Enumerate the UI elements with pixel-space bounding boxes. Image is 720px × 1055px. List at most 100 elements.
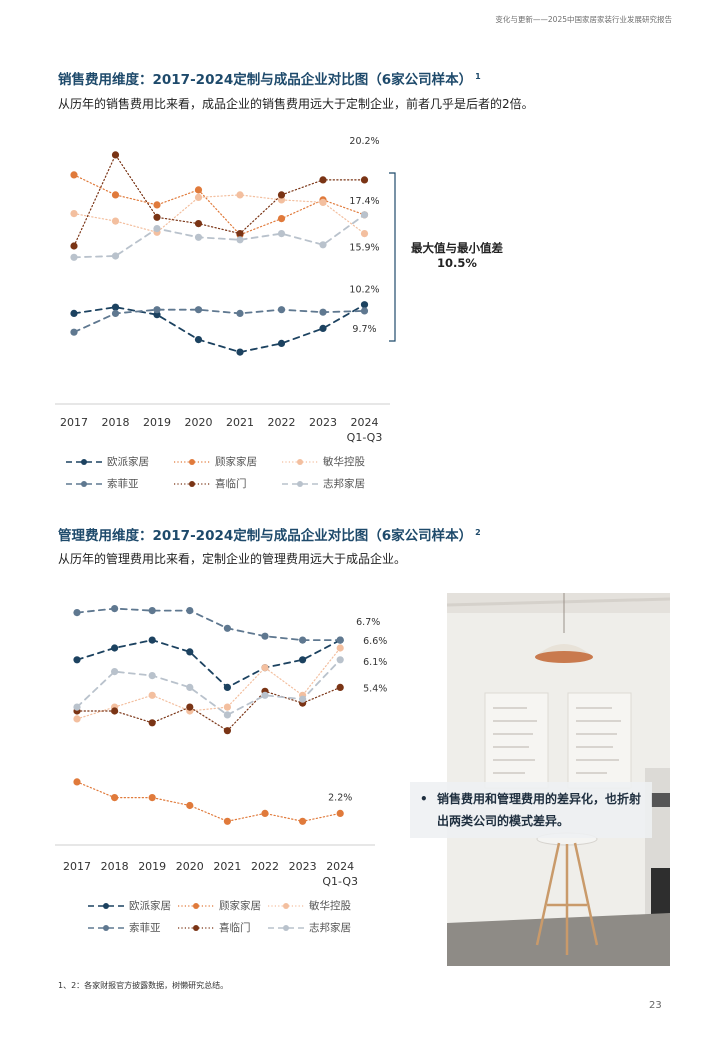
series-4-point-2022 (261, 632, 269, 640)
section2-footnote-mark: 2 (475, 528, 481, 537)
section2-title: 管理费用维度：2017-2024定制与成品企业对比图（6家公司样本） 2 (58, 524, 481, 544)
series-6-point-2020 (186, 683, 194, 691)
series-2-point-2020 (186, 801, 194, 810)
section1-footnote-mark: 1 (475, 72, 481, 81)
series-3-point-2021 (236, 191, 244, 199)
legend-label: 顾家家居 (215, 456, 257, 468)
x-tick-label: 2017 (63, 860, 91, 873)
x-tick-label: 2018 (102, 416, 130, 429)
section1-description: 从历年的销售费用比来看，成品企业的销售费用远大于定制企业，前者几乎是后者的2倍。 (58, 97, 534, 111)
series-6-point-2022 (261, 691, 269, 699)
series-3-point-2020 (194, 193, 203, 201)
series-5-point-2017 (70, 242, 78, 250)
series-5-point-2019 (153, 213, 161, 221)
series-3-point-2017 (73, 715, 81, 723)
series-4-point-2020 (186, 607, 194, 615)
series-5-point-2024 (336, 683, 344, 691)
series-2-point-2020 (194, 186, 203, 194)
legend-swatch (88, 924, 124, 931)
range-bracket (389, 172, 396, 342)
legend-label: 索菲亚 (129, 922, 161, 934)
series-4-point-2019 (153, 306, 161, 314)
legend-item: 索菲亚 (64, 476, 139, 491)
series-6-point-2021 (223, 711, 231, 719)
data-label: 10.2% (349, 285, 379, 296)
series-1-point-2019 (153, 311, 161, 319)
series-4-point-2023 (299, 636, 307, 644)
section2-title-text: 管理费用维度：2017-2024定制与成品企业对比图（6家公司样本） (58, 528, 473, 544)
cafe-interior-image (447, 593, 670, 966)
page-header: 变化与更新——2025中国家居家装行业发展研究报告 (495, 15, 672, 24)
data-label: 5.4% (363, 683, 387, 694)
series-5-point-2018 (111, 707, 119, 715)
series-1-point-2018 (111, 303, 120, 311)
x-tick-label: 2020 (185, 416, 213, 429)
series-6-point-2024 (336, 656, 344, 664)
section2-description: 从历年的管理费用比来看，定制企业的管理费用远大于成品企业。 (58, 552, 407, 566)
series-4-point-2021 (223, 624, 231, 632)
legend-swatch (268, 902, 304, 909)
series-6-point-2017 (73, 703, 81, 711)
series-4-point-2024 (360, 307, 369, 315)
legend-item: 志邦家居 (266, 920, 351, 935)
legend-item: 志邦家居 (280, 476, 365, 491)
series-1-point-2018 (111, 644, 119, 652)
series-2-point-2018 (111, 794, 119, 802)
series-4-point-2017 (73, 609, 81, 617)
legend-swatch (282, 458, 318, 465)
legend-label: 喜临门 (219, 922, 251, 934)
series-5-point-2020 (186, 703, 194, 711)
series-6 (70, 211, 369, 261)
callout-text: 销售费用和管理费用的差异化，也折射出两类公司的模式差异。 (437, 792, 642, 828)
legend-item: 敏华控股 (266, 898, 351, 913)
series-6-point-2024 (360, 211, 369, 219)
series-5-point-2024 (360, 176, 369, 184)
data-label: 17.4% (349, 196, 379, 207)
legend-label: 敏华控股 (323, 456, 365, 468)
series-4-point-2023 (319, 308, 327, 316)
series-3-line (76, 647, 341, 720)
series-3-point-2022 (277, 196, 286, 204)
section1-title: 销售费用维度：2017-2024定制与成品企业对比图（6家公司样本） 1 (58, 68, 481, 88)
series-4-point-2019 (148, 607, 156, 615)
series-1-point-2017 (73, 656, 81, 664)
x-tick-label: 2023 (309, 416, 337, 429)
series-1-point-2023 (299, 656, 307, 664)
series-2-point-2019 (148, 794, 156, 802)
series-4-point-2021 (236, 309, 244, 317)
legend-item: 喜临门 (172, 476, 247, 491)
series-5-point-2019 (148, 719, 156, 727)
x-tick-label: 2019 (138, 860, 166, 873)
legend-item: 欧派家居 (86, 898, 171, 913)
series-6-point-2021 (236, 236, 244, 244)
admin-chart-legend: 欧派家居 顾家家居 敏华控股 索菲亚 喜临门 志邦家居 (86, 898, 406, 938)
series-3-point-2023 (319, 198, 327, 206)
x-tick-label: 2024 (326, 860, 354, 873)
legend-swatch (282, 480, 318, 487)
legend-swatch (174, 480, 210, 487)
series-2-point-2017 (70, 171, 78, 179)
series-2-point-2024 (336, 809, 344, 817)
x-tick-label: 2021 (213, 860, 241, 873)
data-label: 6.6% (363, 636, 387, 647)
data-label: 20.2% (349, 136, 379, 147)
x-tick-label: 2022 (268, 416, 296, 429)
legend-swatch (88, 902, 124, 909)
series-2-point-2022 (277, 215, 286, 223)
legend-swatch (178, 902, 214, 909)
legend-swatch (66, 480, 102, 487)
series-1-point-2021 (236, 348, 244, 356)
legend-swatch (174, 458, 210, 465)
x-tick-label: 2020 (176, 860, 204, 873)
series-1-point-2017 (70, 309, 78, 317)
series-5-point-2021 (223, 727, 231, 735)
series-1 (73, 636, 344, 691)
series-4-point-2024 (336, 636, 344, 644)
series-1-point-2019 (148, 636, 156, 644)
sales-chart-legend: 欧派家居 顾家家居 敏华控股 索菲亚 喜临门 志邦家居 (64, 454, 404, 494)
insight-callout: • 销售费用和管理费用的差异化，也折射出两类公司的模式差异。 (410, 782, 652, 838)
data-label: 6.1% (363, 657, 387, 668)
series-5-line (76, 686, 341, 732)
data-label: 2.2% (328, 792, 352, 803)
legend-swatch (178, 924, 214, 931)
